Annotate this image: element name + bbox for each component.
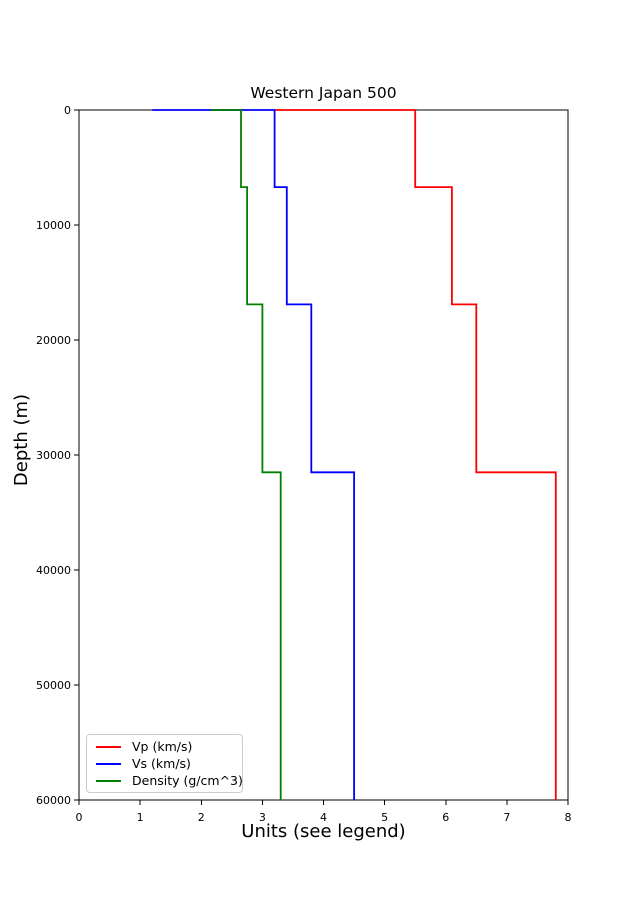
x-tick-label: 0 <box>76 811 83 824</box>
legend-entry-vs: Vs (km/s) <box>96 755 236 772</box>
x-tick-label: 8 <box>565 811 572 824</box>
legend-line-swatch <box>96 762 121 765</box>
axis-ticks: 0 1 2 3 4 5 6 7 8 0 10000 20000 30000 40000 50000 60000 <box>36 104 572 824</box>
y-tick-label: 50000 <box>36 679 71 692</box>
y-tick-label: 60000 <box>36 794 71 807</box>
x-tick-label: 2 <box>198 811 205 824</box>
x-tick-label: 6 <box>442 811 449 824</box>
chart-title: Western Japan 500 <box>250 84 396 102</box>
legend-line-swatch <box>96 779 121 782</box>
legend-entry-vp: Vp (km/s) <box>96 738 236 755</box>
plot-frame <box>78 109 569 801</box>
legend-line-swatch <box>96 745 121 748</box>
y-tick-label: 20000 <box>36 334 71 347</box>
legend: Vp (km/s) Vs (km/s) Density (g/cm^3) <box>86 734 243 793</box>
legend-entry-density: Density (g/cm^3) <box>96 772 243 789</box>
series-lines <box>152 109 557 800</box>
x-axis-label: Units (see legend) <box>241 821 405 842</box>
legend-label: Vs (km/s) <box>132 756 191 771</box>
x-tick-label: 5 <box>381 811 388 824</box>
y-tick-label: 10000 <box>36 219 71 232</box>
vs-line <box>152 109 355 800</box>
x-tick-label: 3 <box>259 811 266 824</box>
x-tick-label: 4 <box>320 811 327 824</box>
density-line <box>210 109 282 800</box>
y-tick-label: 40000 <box>36 564 71 577</box>
legend-label: Vp (km/s) <box>132 739 193 754</box>
y-tick-label: 0 <box>64 104 71 117</box>
x-tick-label: 1 <box>137 811 144 824</box>
y-axis-label: Depth (m) <box>11 394 32 486</box>
x-tick-label: 7 <box>503 811 510 824</box>
vp-line <box>274 109 557 800</box>
legend-label: Density (g/cm^3) <box>132 773 243 788</box>
y-tick-label: 30000 <box>36 449 71 462</box>
